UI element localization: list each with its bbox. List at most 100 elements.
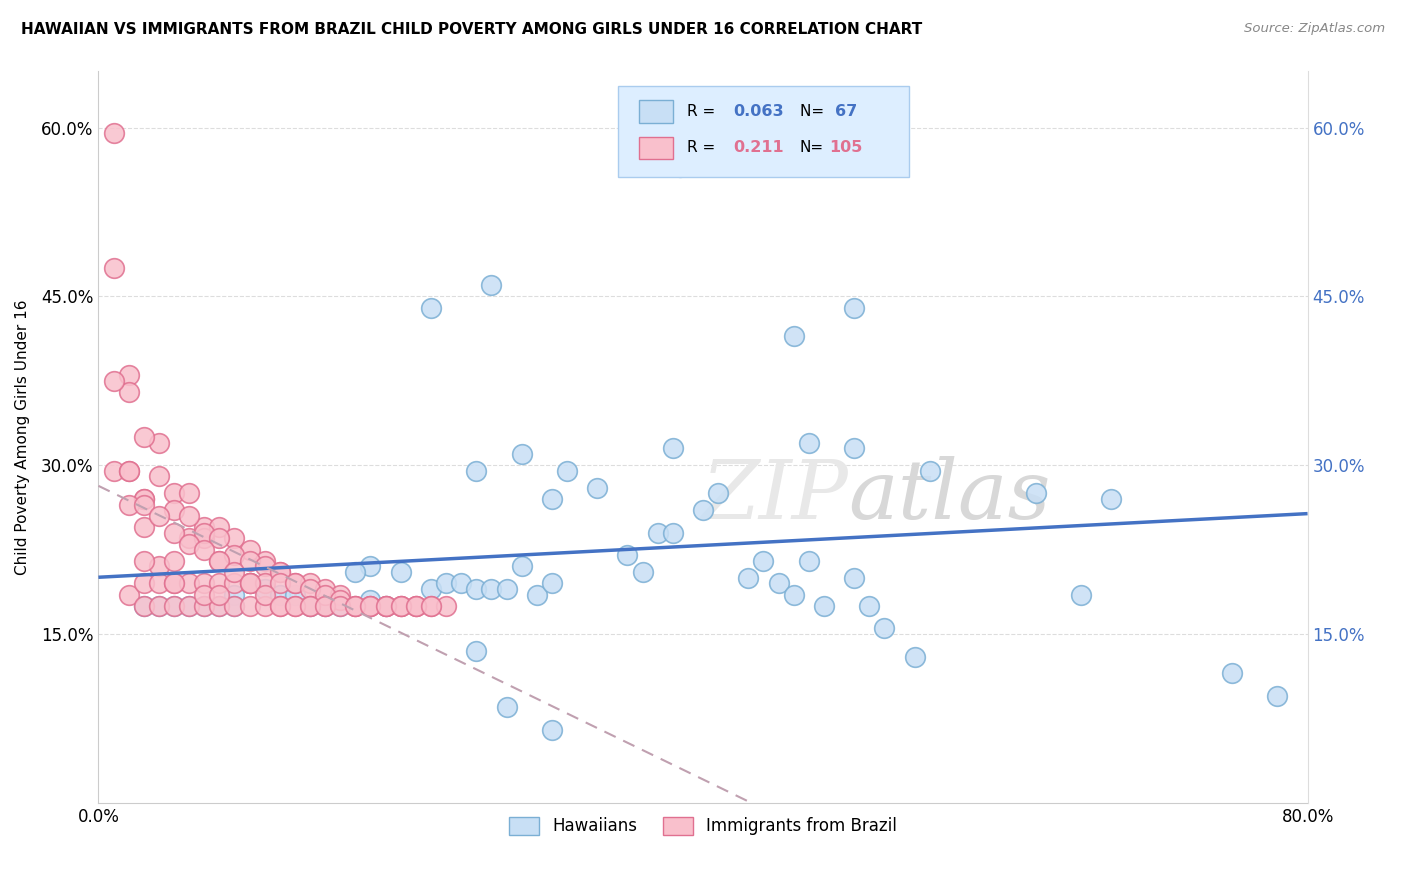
Point <box>163 554 186 568</box>
Point <box>148 469 170 483</box>
Point <box>103 374 125 388</box>
Point <box>631 565 654 579</box>
Point <box>420 582 443 596</box>
Point <box>239 554 262 568</box>
Point <box>224 565 246 579</box>
Point <box>208 554 231 568</box>
Point <box>360 599 382 613</box>
Point <box>465 464 488 478</box>
Point <box>224 532 246 546</box>
Point <box>118 588 141 602</box>
Point <box>495 582 517 596</box>
Point <box>148 599 170 613</box>
Point <box>284 599 307 613</box>
Point <box>692 503 714 517</box>
Point <box>510 559 533 574</box>
Point <box>239 542 262 557</box>
Point <box>420 301 443 315</box>
Point <box>224 588 246 602</box>
Point <box>1099 491 1122 506</box>
Text: R =: R = <box>688 103 720 119</box>
Point <box>132 599 155 613</box>
Point <box>405 599 427 613</box>
Point <box>420 599 443 613</box>
Point <box>284 588 307 602</box>
Point <box>179 599 201 613</box>
Text: Source: ZipAtlas.com: Source: ZipAtlas.com <box>1244 22 1385 36</box>
Point <box>239 576 262 591</box>
Point <box>208 588 231 602</box>
Point <box>163 503 186 517</box>
Point <box>344 599 367 613</box>
Point <box>269 565 291 579</box>
Point <box>450 576 472 591</box>
Point <box>132 520 155 534</box>
Point <box>344 599 367 613</box>
Point <box>299 599 322 613</box>
Point <box>405 599 427 613</box>
Point <box>148 559 170 574</box>
Point <box>314 588 336 602</box>
Point <box>132 576 155 591</box>
Point <box>797 435 820 450</box>
Point <box>405 599 427 613</box>
Point <box>299 582 322 596</box>
Point <box>132 491 155 506</box>
Text: R =: R = <box>688 140 720 155</box>
Point <box>132 430 155 444</box>
Point <box>737 571 759 585</box>
Point <box>752 554 775 568</box>
Point <box>179 508 201 523</box>
Point <box>586 481 609 495</box>
Point <box>239 576 262 591</box>
Point <box>118 464 141 478</box>
Point <box>555 464 578 478</box>
Point <box>797 554 820 568</box>
Point <box>118 464 141 478</box>
Point <box>389 599 412 613</box>
Point <box>540 723 562 737</box>
Point <box>163 576 186 591</box>
Point <box>118 368 141 383</box>
Point <box>314 599 336 613</box>
Point <box>208 599 231 613</box>
Point <box>103 126 125 140</box>
Point <box>374 599 396 613</box>
Point <box>269 576 291 591</box>
Point <box>239 599 262 613</box>
Point <box>1267 689 1289 703</box>
Point <box>103 464 125 478</box>
Point <box>253 554 276 568</box>
Point <box>374 599 396 613</box>
Point <box>132 491 155 506</box>
Point <box>314 599 336 613</box>
Point <box>193 599 215 613</box>
Point <box>314 599 336 613</box>
Point <box>360 599 382 613</box>
Point <box>148 576 170 591</box>
Point <box>163 599 186 613</box>
Text: HAWAIIAN VS IMMIGRANTS FROM BRAZIL CHILD POVERTY AMONG GIRLS UNDER 16 CORRELATIO: HAWAIIAN VS IMMIGRANTS FROM BRAZIL CHILD… <box>21 22 922 37</box>
Point <box>360 559 382 574</box>
Point <box>918 464 941 478</box>
Point <box>844 301 866 315</box>
Point <box>224 599 246 613</box>
Point <box>858 599 880 613</box>
Point <box>434 599 457 613</box>
Point <box>389 599 412 613</box>
Point <box>253 559 276 574</box>
Point <box>495 700 517 714</box>
Point <box>269 565 291 579</box>
Bar <box>638 136 673 159</box>
Point <box>239 576 262 591</box>
Point <box>329 588 352 602</box>
Point <box>118 498 141 512</box>
Point <box>299 576 322 591</box>
Point <box>813 599 835 613</box>
Point <box>329 599 352 613</box>
Point <box>224 576 246 591</box>
Point <box>163 486 186 500</box>
Point <box>193 532 215 546</box>
Point <box>163 525 186 540</box>
Point <box>253 582 276 596</box>
